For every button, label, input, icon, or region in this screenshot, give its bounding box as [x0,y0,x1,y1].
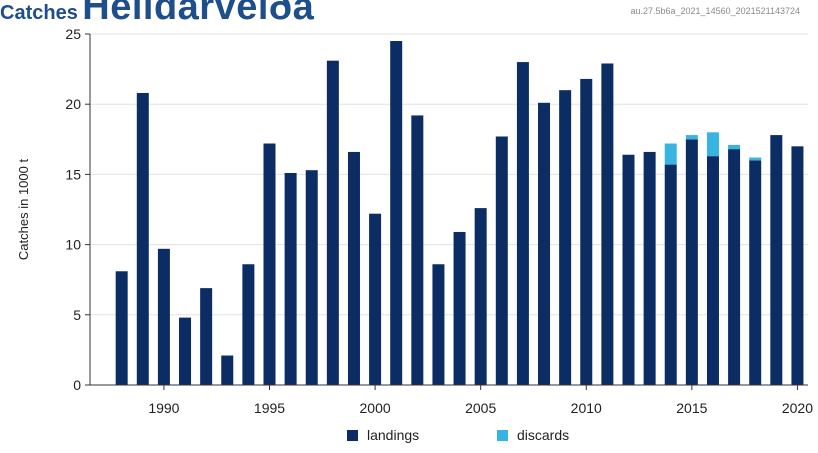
y-tick-label-10: 10 [65,237,81,253]
bar-landings-2014 [664,164,677,385]
bar-discards-2018 [749,157,762,161]
bar-landings-2020 [791,146,804,385]
y-tick-label-20: 20 [65,96,81,112]
y-axis-label: Catches in 1000 t [16,159,31,261]
x-tick-label-1990: 1990 [148,400,179,416]
bar-landings-2011 [601,63,614,385]
y-tick-label-5: 5 [73,307,81,323]
bar-landings-2002 [411,115,424,385]
x-tick-label-2020: 2020 [782,400,813,416]
y-tick-label-0: 0 [73,377,81,393]
legend-label-discards: discards [517,427,569,443]
bar-landings-1999 [347,151,360,385]
bar-discards-2014 [664,143,677,165]
chart-reference-code: au.27.5b6a_2021_14560_2021521143724 [630,6,800,16]
bar-discards-2017 [728,144,741,150]
bar-landings-1997 [305,170,318,385]
y-tick-label-15: 15 [65,166,81,182]
legend-label-landings: landings [367,427,419,443]
bar-landings-2009 [559,90,572,385]
bar-discards-2016 [706,132,719,157]
bar-landings-2016 [706,156,719,385]
bar-landings-1991 [179,317,192,385]
bar-landings-1996 [284,172,297,385]
bar-discards-2015 [685,135,698,140]
x-tick-label-2005: 2005 [465,400,496,416]
bar-landings-2015 [685,139,698,385]
heading-prefix: Catches [0,2,78,24]
bar-landings-2017 [728,149,741,385]
bar-landings-1988 [115,271,128,385]
bar-landings-2019 [770,135,783,385]
bar-landings-2000 [369,213,382,385]
bar-landings-1998 [326,60,339,386]
bar-landings-2004 [453,231,466,385]
bar-landings-2018 [749,160,762,385]
bar-landings-2010 [580,78,593,385]
x-tick-label-2010: 2010 [571,400,602,416]
bar-landings-2013 [643,151,656,385]
bar-landings-2008 [538,102,551,386]
bar-landings-2012 [622,154,635,385]
x-tick-label-2015: 2015 [676,400,707,416]
bar-landings-2007 [516,62,529,386]
bar-landings-2003 [432,264,445,385]
heading-title: Heildarveiða [82,0,315,28]
y-tick-label-25: 25 [65,26,81,42]
chart-heading: Catches Heildarveiða [0,0,314,29]
bar-landings-2005 [474,208,487,385]
bar-landings-1992 [200,288,213,385]
legend-swatch-discards [497,430,508,441]
bar-landings-1989 [136,92,149,385]
bar-landings-1993 [221,355,234,385]
bar-landings-1995 [263,143,276,385]
bar-landings-2006 [495,136,508,385]
bar-landings-1994 [242,264,255,385]
bar-landings-1990 [157,248,170,385]
x-tick-label-1995: 1995 [254,400,285,416]
x-tick-label-2000: 2000 [360,400,391,416]
bar-landings-2001 [390,41,403,386]
legend-swatch-landings [347,430,358,441]
